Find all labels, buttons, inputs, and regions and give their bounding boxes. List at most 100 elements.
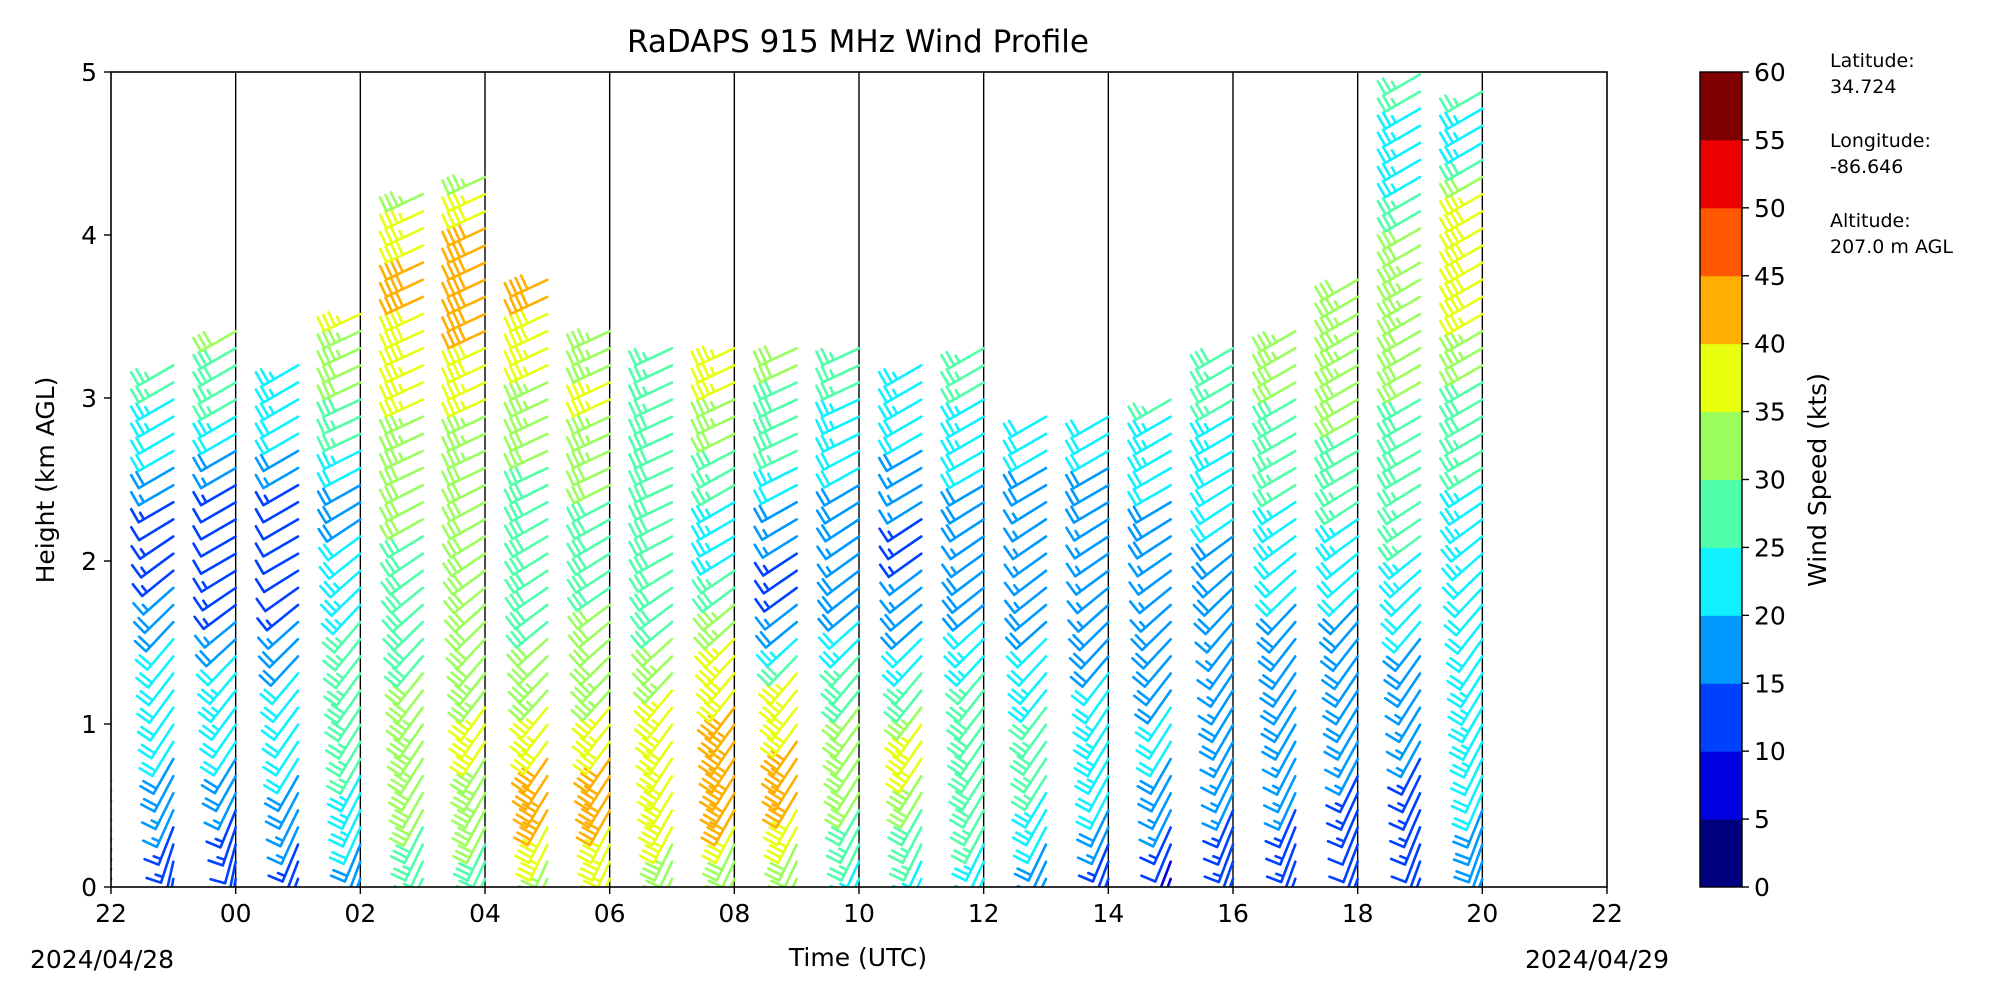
wind-barb bbox=[886, 774, 923, 812]
wind-barb bbox=[504, 586, 549, 612]
wind-barb bbox=[565, 465, 611, 487]
wind-barb bbox=[1378, 569, 1422, 599]
wind-barb bbox=[762, 809, 798, 847]
wind-barb bbox=[441, 430, 487, 453]
wind-barb bbox=[316, 449, 362, 471]
wind-barb bbox=[1127, 398, 1172, 421]
wind-barb bbox=[1325, 774, 1359, 814]
wind-barb bbox=[566, 586, 611, 612]
wind-barb bbox=[1438, 175, 1484, 199]
wind-barb bbox=[572, 740, 611, 776]
wind-barb bbox=[816, 535, 861, 561]
wind-barb bbox=[1441, 569, 1484, 600]
wind-barb bbox=[1066, 586, 1110, 615]
wind-barb bbox=[111, 770, 113, 774]
wind-barb bbox=[1439, 483, 1484, 509]
wind-barb bbox=[577, 843, 611, 882]
wind-barb bbox=[752, 396, 798, 418]
wind-barb bbox=[752, 362, 798, 384]
wind-barb bbox=[690, 362, 736, 384]
wind-barb bbox=[139, 757, 175, 796]
wind-barb bbox=[145, 843, 175, 884]
wind-barb bbox=[452, 843, 487, 882]
wind-barb bbox=[503, 483, 549, 505]
wind-barb bbox=[382, 620, 424, 652]
longitude-value: -86.646 bbox=[1830, 156, 1904, 178]
wind-barb bbox=[1439, 518, 1484, 545]
wind-barb bbox=[566, 500, 611, 523]
wind-barb bbox=[1376, 90, 1422, 113]
wind-barb bbox=[767, 860, 798, 887]
wind-barb bbox=[203, 792, 237, 831]
wind-barb bbox=[755, 637, 798, 668]
wind-barb bbox=[1076, 826, 1110, 866]
y-axis-label: Height (km AGL) bbox=[31, 377, 60, 584]
wind-barb bbox=[565, 447, 611, 470]
wind-barb bbox=[1064, 415, 1110, 438]
wind-barb bbox=[1253, 552, 1297, 581]
wind-barb bbox=[1376, 210, 1422, 233]
wind-barb bbox=[387, 757, 424, 795]
wind-barb bbox=[1443, 603, 1484, 637]
wind-barb bbox=[1251, 432, 1297, 456]
wind-barb bbox=[111, 740, 113, 744]
wind-barb bbox=[816, 518, 861, 543]
wind-barb bbox=[263, 757, 300, 795]
wind-barb bbox=[194, 637, 237, 668]
wind-barb bbox=[1189, 347, 1235, 370]
wind-barb bbox=[1447, 689, 1484, 727]
x-tick-label: 06 bbox=[594, 899, 626, 928]
wind-barb bbox=[889, 843, 923, 882]
wind-barb bbox=[1326, 792, 1359, 831]
wind-barb bbox=[1191, 569, 1235, 599]
wind-barb bbox=[883, 706, 923, 741]
wind-barb bbox=[503, 345, 549, 367]
wind-barb bbox=[192, 586, 237, 612]
wind-barb bbox=[632, 672, 674, 705]
wind-barb bbox=[1383, 655, 1422, 691]
wind-barb bbox=[580, 860, 611, 887]
wind-barb bbox=[752, 449, 798, 470]
wind-barb bbox=[1140, 843, 1172, 883]
wind-barb bbox=[691, 552, 736, 576]
wind-barb bbox=[1197, 689, 1235, 726]
wind-barb bbox=[260, 689, 300, 724]
wind-barb bbox=[1190, 501, 1235, 526]
wind-barb bbox=[565, 413, 611, 435]
wind-barb bbox=[442, 552, 487, 578]
wind-barb bbox=[1251, 329, 1297, 353]
wind-barb bbox=[1314, 466, 1359, 490]
wind-barb bbox=[192, 432, 237, 456]
wind-barb bbox=[887, 809, 923, 847]
wind-barb bbox=[628, 517, 674, 539]
wind-barb bbox=[877, 381, 923, 404]
x-tick-label: 14 bbox=[1092, 899, 1124, 928]
wind-barb bbox=[1127, 415, 1172, 438]
wind-barb bbox=[383, 637, 424, 670]
wind-barb bbox=[947, 757, 985, 794]
wind-barb bbox=[628, 499, 674, 521]
wind-barb bbox=[690, 431, 736, 453]
wind-barb bbox=[761, 792, 798, 829]
wind-barb bbox=[1252, 535, 1297, 562]
wind-barb bbox=[565, 362, 611, 384]
wind-barb bbox=[940, 518, 985, 543]
wind-barb bbox=[569, 655, 611, 686]
wind-barb bbox=[508, 689, 549, 722]
wind-barb bbox=[1446, 655, 1484, 691]
wind-barb bbox=[503, 447, 549, 470]
wind-barb bbox=[944, 655, 985, 687]
wind-barb bbox=[1194, 620, 1235, 654]
wind-barb bbox=[940, 398, 985, 421]
wind-barb bbox=[1388, 792, 1422, 831]
wind-barb bbox=[1189, 432, 1235, 456]
wind-barb bbox=[232, 877, 237, 887]
wind-barb bbox=[1438, 276, 1484, 302]
wind-barb bbox=[503, 518, 549, 541]
wind-barb bbox=[445, 637, 487, 670]
wind-barb bbox=[1314, 381, 1359, 404]
wind-barb bbox=[254, 552, 300, 575]
wind-barb bbox=[946, 723, 985, 759]
wind-barb bbox=[1314, 329, 1359, 353]
